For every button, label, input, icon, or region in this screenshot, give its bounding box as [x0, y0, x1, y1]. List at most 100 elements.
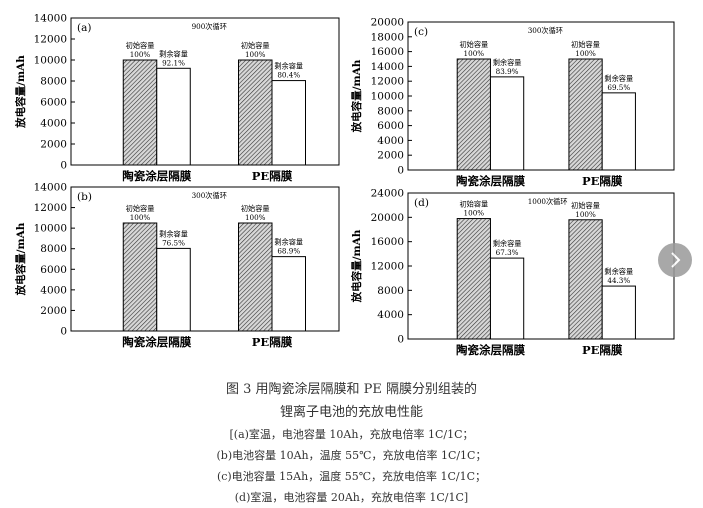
- chart-0-bar-remaining: [156, 67, 191, 166]
- caption-line-d: (d)室温，电池容量 20Ah，充放电倍率 1C/1C]: [234, 491, 469, 504]
- chart-1-series-label: 剩余容量: [604, 74, 633, 83]
- chart-1-bar-remaining: [601, 92, 636, 171]
- chart-1-data-label: 100%: [464, 49, 485, 58]
- chart-0-ytick-label: 2000: [40, 139, 67, 151]
- chart-3-ytick-label: 0: [397, 334, 404, 346]
- chart-2-ytick-label: 4000: [40, 284, 67, 296]
- chart-3-note: 1000次循环: [528, 197, 568, 206]
- chart-0-ytick-label: 0: [60, 160, 67, 172]
- chart-2-data-label: 76.5%: [162, 238, 185, 247]
- chart-2-series-label: 初始容量: [126, 204, 155, 213]
- chart-2-series-label: 初始容量: [241, 204, 270, 213]
- chart-0-series-label: 初始容量: [241, 41, 270, 50]
- chart-1-ytick-label: 20000: [371, 17, 404, 29]
- chart-0-data-label: 80.4%: [277, 71, 300, 80]
- chart-1-ytick-label: 2000: [377, 150, 404, 162]
- chart-2-frame: [70, 186, 340, 332]
- chart-1-ytick-label: 6000: [377, 120, 404, 132]
- chart-0-panel-label: (a): [77, 22, 91, 34]
- chart-1-ytick-label: 16000: [371, 46, 404, 58]
- chart-0-ytick-label: 4000: [40, 118, 67, 130]
- chart-0-data-label: 92.1%: [162, 58, 185, 67]
- chart-2-bar-initial: [238, 222, 273, 332]
- chart-2-ylabel: 放电容量/mAh: [14, 222, 27, 296]
- chart-0-ytick-label: 12000: [34, 34, 67, 46]
- chart-2-note: 300次循环: [192, 191, 227, 200]
- chart-1-data-label: 100%: [575, 49, 596, 58]
- chart-3-series-label: 初始容量: [571, 201, 600, 210]
- chart-3-data-label: 100%: [464, 209, 485, 218]
- chart-2-panel-label: (b): [77, 191, 92, 203]
- chart-0-series-label: 初始容量: [126, 41, 155, 50]
- chart-2-data-label: 100%: [130, 213, 151, 222]
- chart-0-category-label: PE隔膜: [252, 169, 293, 183]
- chart-0-ytick-label: 6000: [40, 97, 67, 109]
- chart-2-ytick-label: 0: [60, 326, 67, 338]
- caption-line-b: (b)电池容量 10Ah，温度 55℃，充放电倍率 1C/1C；: [216, 449, 487, 462]
- chevron-right-icon: [671, 252, 681, 268]
- chart-2-ytick-label: 6000: [40, 264, 67, 276]
- chart-3-series-label: 剩余容量: [604, 267, 633, 276]
- chart-2-data-label: 100%: [245, 213, 266, 222]
- chart-1-bar-initial: [568, 58, 603, 171]
- caption-line-a: [(a)室温，电池容量 10Ah，充放电倍率 1C/1C；: [229, 428, 474, 441]
- figure-caption-title: 图 3 用陶瓷涂层隔膜和 PE 隔膜分别组装的: [225, 382, 478, 397]
- chart-0-ytick-label: 10000: [34, 55, 67, 67]
- chart-3-category-label: PE隔膜: [582, 343, 623, 357]
- chart-0-data-label: 100%: [130, 50, 151, 59]
- chart-1-ytick-label: 8000: [377, 105, 404, 117]
- chart-1-ytick-label: 18000: [371, 31, 404, 43]
- chart-0-series-label: 剩余容量: [274, 62, 303, 71]
- chart-3-ylabel: 放电容量/mAh: [350, 229, 363, 303]
- chart-0-bar-remaining: [271, 80, 306, 166]
- chart-0-ylabel: 放电容量/mAh: [14, 55, 27, 129]
- chart-1-data-label: 69.5%: [607, 83, 630, 92]
- chart-0-note: 900次循环: [192, 22, 227, 31]
- chart-3-bar-remaining: [489, 257, 525, 340]
- caption-line-c: (c)电池容量 15Ah，温度 55℃，充放电倍率 1C/1C；: [216, 470, 487, 483]
- chart-3-ytick-label: 24000: [371, 188, 404, 200]
- chart-3-category-label: 陶瓷涂层隔膜: [456, 343, 525, 357]
- chart-1-bar-remaining: [489, 76, 525, 171]
- chart-2-data-label: 68.9%: [277, 247, 300, 256]
- chart-2-ytick-label: 12000: [34, 202, 67, 214]
- chart-1-bar-initial: [456, 58, 491, 171]
- chart-2-bar-remaining: [271, 256, 306, 332]
- chart-3-ytick-label: 20000: [371, 212, 404, 224]
- chart-1-series-label: 剩余容量: [493, 58, 522, 67]
- chart-0-ytick-label: 14000: [34, 13, 67, 25]
- chart-2-series-label: 剩余容量: [274, 238, 303, 247]
- chart-3-bar-initial: [568, 219, 603, 340]
- chart-3-ytick-label: 16000: [371, 236, 404, 248]
- chart-1-series-label: 初始容量: [459, 40, 488, 49]
- chart-1-ytick-label: 14000: [371, 61, 404, 73]
- chart-0-data-label: 100%: [245, 50, 266, 59]
- next-image-button[interactable]: [658, 243, 692, 277]
- chart-1-category-label: 陶瓷涂层隔膜: [456, 174, 525, 188]
- chart-1-ytick-label: 4000: [377, 135, 404, 147]
- chart-0-series-label: 剩余容量: [159, 49, 188, 58]
- chart-3-panel-label: (d): [414, 197, 429, 209]
- figure-charts: 0 2000 4000 6000 8000 10000 12000 14000 放电容量/mAh…: [14, 13, 675, 357]
- chart-2-bar-initial: [122, 222, 158, 332]
- chart-3-ytick-label: 8000: [377, 285, 404, 297]
- chart-2-bar-remaining: [156, 247, 191, 332]
- chart-2-ytick-label: 10000: [34, 223, 67, 235]
- chart-2-category-label: 陶瓷涂层隔膜: [122, 335, 191, 349]
- chart-0-ytick-label: 8000: [40, 76, 67, 88]
- chart-0-bar-initial: [122, 59, 158, 166]
- chart-2-ytick-label: 2000: [40, 305, 67, 317]
- chart-0-frame: [70, 17, 340, 166]
- chart-3-data-label: 67.3%: [496, 248, 519, 257]
- chart-3-ytick-label: 4000: [377, 309, 404, 321]
- chart-1-ytick-label: 0: [397, 165, 404, 177]
- chart-1-ylabel: 放电容量/mAh: [350, 59, 363, 133]
- chart-2-ytick-label: 14000: [34, 182, 67, 194]
- chart-3-data-label: 100%: [575, 210, 596, 219]
- chart-3-ytick-label: 12000: [371, 261, 404, 273]
- chart-2-category-label: PE隔膜: [252, 335, 293, 349]
- chart-3-bar-remaining: [601, 285, 636, 340]
- chart-1-ytick-label: 12000: [371, 76, 404, 88]
- chart-1-category-label: PE隔膜: [582, 174, 623, 188]
- chart-1-note: 300次循环: [528, 26, 563, 35]
